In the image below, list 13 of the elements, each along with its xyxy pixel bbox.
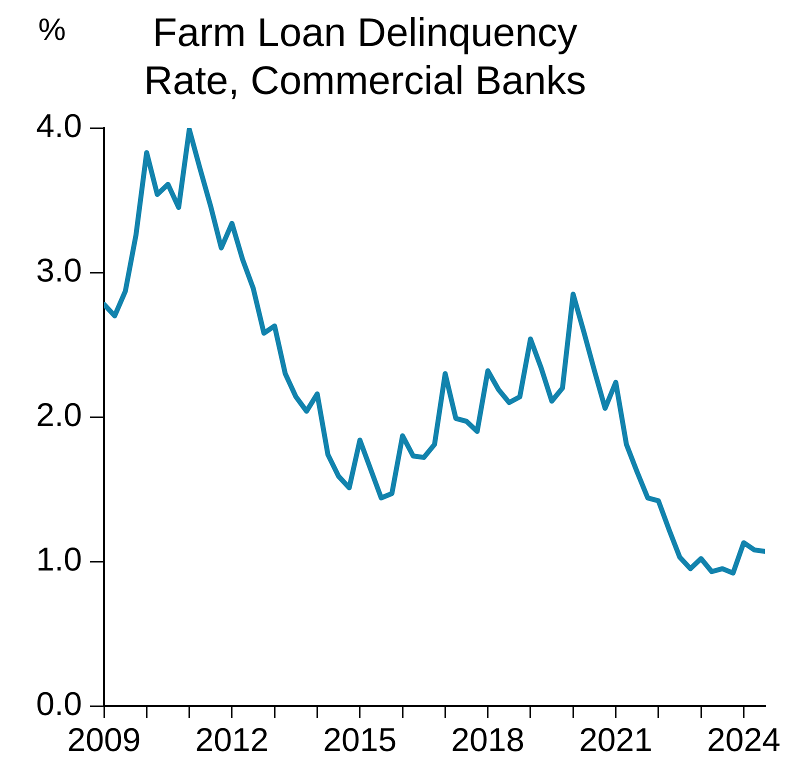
- x-tick-label: 2012: [195, 720, 269, 758]
- x-tick-label: 2015: [323, 720, 397, 758]
- y-tick-label: 0.0: [36, 685, 82, 722]
- x-tick-label: 2021: [579, 720, 652, 758]
- y-tick-label: 1.0: [36, 540, 82, 578]
- x-tick-label: 2009: [67, 720, 141, 758]
- y-tick-label: 4.0: [36, 107, 82, 144]
- chart-title: Farm Loan Delinquency Rate, Commercial Banks: [144, 11, 586, 103]
- x-tick-label: 2018: [451, 720, 525, 758]
- y-tick-label: 2.0: [36, 396, 82, 434]
- y-axis-title: %: [38, 12, 66, 47]
- y-tick-label: 3.0: [36, 252, 82, 289]
- x-tick-label: 2024: [707, 720, 780, 758]
